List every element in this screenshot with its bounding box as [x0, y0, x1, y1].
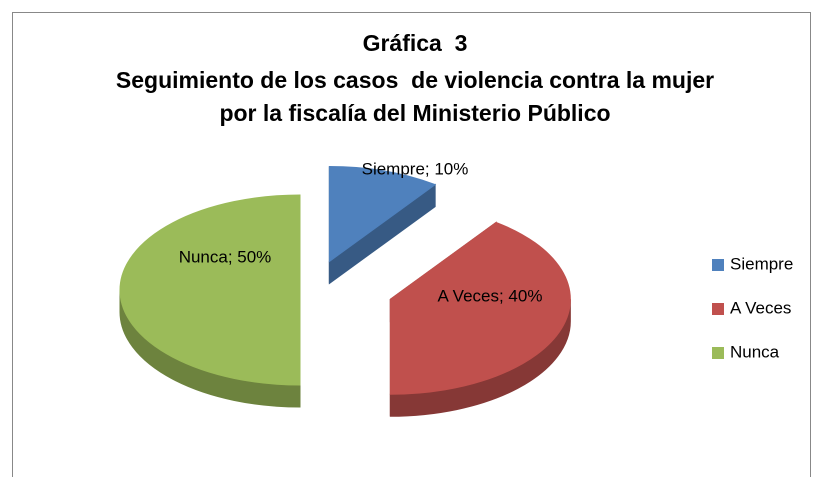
data-label: Siempre; 10% [362, 159, 469, 178]
chart-subtitle: Seguimiento de los casos de violencia co… [115, 67, 727, 126]
legend-label: A Veces [730, 298, 791, 317]
legend-swatch [712, 347, 724, 359]
pie-slice [389, 221, 571, 395]
legend-swatch [712, 303, 724, 315]
legend-label: Nunca [730, 342, 780, 361]
legend-label: Siempre [730, 254, 793, 273]
data-label: Nunca; 50% [179, 247, 272, 266]
data-label: A Veces; 40% [438, 286, 543, 305]
legend-swatch [712, 259, 724, 271]
pie-slice [119, 194, 301, 386]
chart-title: Gráfica 3 [362, 30, 468, 56]
pie-slice [328, 165, 437, 263]
